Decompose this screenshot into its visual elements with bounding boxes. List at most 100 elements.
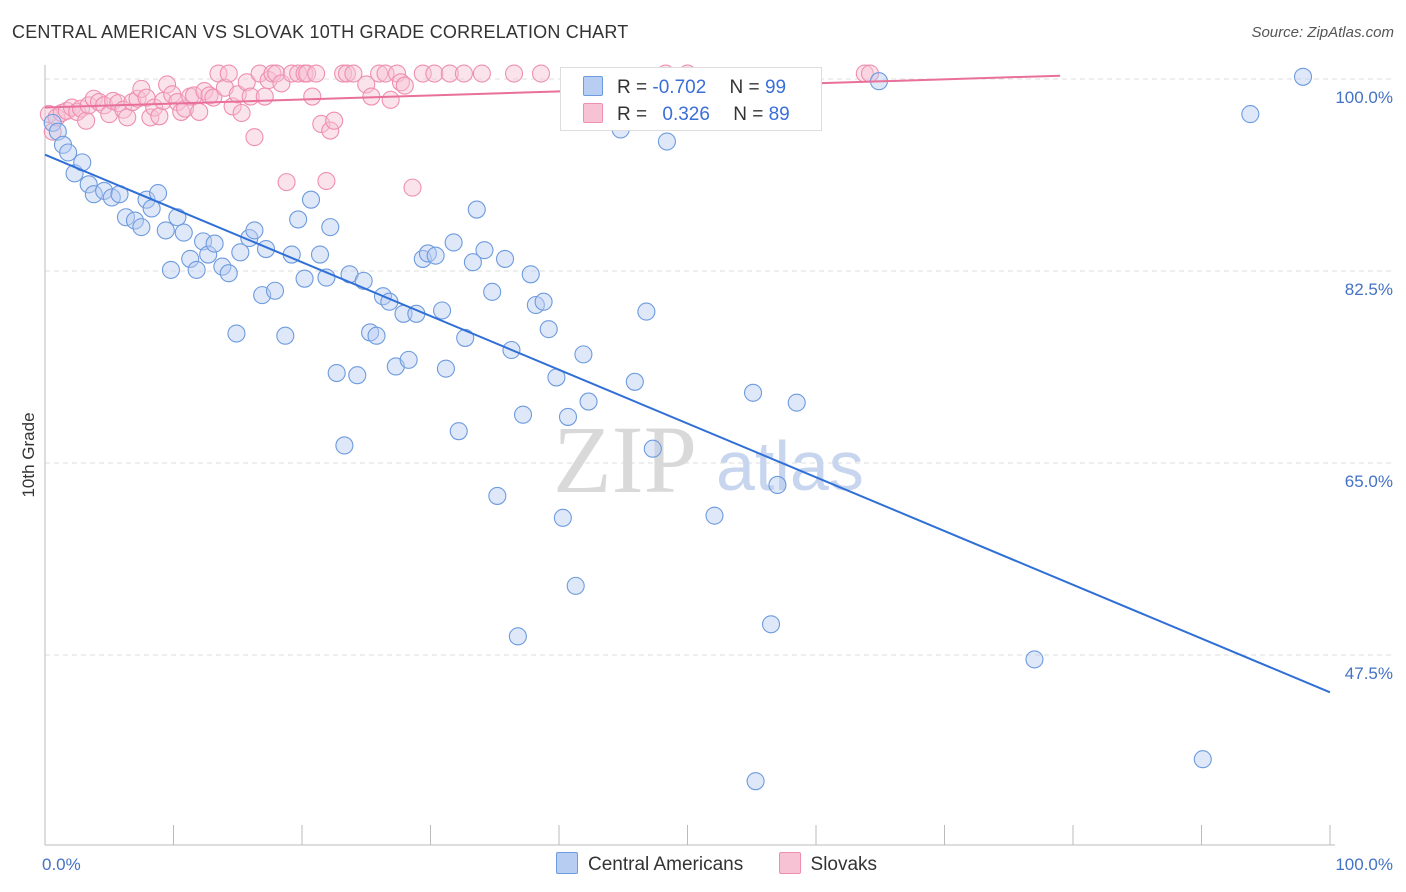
slovak-point: [77, 111, 96, 130]
central-american-point: [657, 132, 676, 151]
central-american-point: [705, 506, 724, 525]
slovak-point: [84, 89, 103, 108]
central-american-point: [168, 208, 187, 227]
chart-title: CENTRAL AMERICAN VS SLOVAK 10TH GRADE CO…: [12, 22, 629, 42]
central-american-point: [59, 143, 78, 162]
slovak-point: [357, 75, 376, 94]
central-american-point: [181, 249, 200, 268]
y-tick-label: 82.5%: [1345, 280, 1393, 299]
central-american-point: [79, 175, 98, 194]
slovak-point: [123, 92, 142, 112]
central-american-point: [1293, 67, 1313, 86]
legend-swatch-pink: [778, 852, 801, 874]
slovak-point: [132, 79, 151, 98]
y-tick-label: 65.0%: [1345, 472, 1393, 491]
central-american-point: [161, 260, 180, 279]
legend-row-slovaks: R = 0.326 N = 89: [583, 103, 790, 126]
central-american-point: [213, 257, 232, 276]
central-american-point: [433, 301, 452, 320]
legend-n-value: 89: [768, 104, 790, 125]
central-american-point: [508, 627, 527, 646]
slovak-point: [141, 108, 160, 127]
central-americans-points: [43, 67, 1313, 791]
y-tick-label: 100.0%: [1335, 88, 1393, 107]
central-american-point: [187, 260, 206, 279]
slovak-point: [321, 121, 340, 140]
central-american-point: [199, 245, 218, 264]
central-american-point: [174, 223, 193, 242]
legend-r-value: 0.326: [662, 104, 710, 125]
central-american-point: [1241, 105, 1260, 124]
central-american-point: [488, 486, 507, 505]
slovak-point: [403, 178, 422, 197]
central-american-point: [348, 366, 367, 385]
central-american-point: [558, 407, 578, 426]
central-american-point: [444, 233, 463, 252]
slovak-point: [454, 64, 473, 83]
legend-label: Slovaks: [810, 854, 878, 875]
legend-item-slovaks: Slovaks: [778, 852, 878, 876]
central-american-point: [787, 393, 806, 412]
legend-swatch-pink: [583, 103, 603, 123]
central-american-point: [566, 576, 585, 595]
slovak-point: [317, 171, 336, 191]
central-american-point: [265, 281, 285, 300]
slovak-point: [307, 64, 326, 83]
slovak-point: [282, 64, 301, 83]
central-american-point: [327, 363, 346, 383]
central-american-point: [1193, 750, 1212, 769]
gridlines: [45, 78, 1395, 656]
slovak-point: [334, 64, 353, 83]
legend-r-value: -0.702: [652, 77, 707, 98]
legend-swatch-blue: [583, 76, 603, 96]
series-legend: Central Americans Slovaks: [556, 852, 907, 876]
slovak-point: [158, 75, 177, 94]
x-tick-label: 0.0%: [42, 855, 81, 874]
central-american-point: [553, 508, 572, 527]
central-american-point: [43, 113, 62, 132]
central-american-point: [761, 615, 781, 634]
slovak-point: [255, 87, 274, 106]
legend-label: Central Americans: [588, 854, 744, 875]
axes: [44, 65, 1335, 846]
slovak-point: [344, 64, 363, 83]
central-american-point: [436, 359, 455, 378]
legend-r-label: R =: [617, 77, 648, 98]
slovak-point: [303, 87, 322, 106]
central-american-point: [156, 221, 175, 240]
slovak-point: [232, 103, 251, 123]
central-american-point: [574, 345, 593, 364]
central-american-point: [579, 392, 598, 411]
central-american-point: [367, 326, 386, 345]
slovak-point: [237, 73, 256, 92]
slovak-point: [118, 108, 137, 127]
slovak-point: [395, 76, 414, 95]
slovaks-trend-line: [44, 74, 1061, 109]
legend-r-label: R =: [617, 104, 648, 125]
central-american-point: [637, 302, 656, 321]
y-tick-label: 47.5%: [1345, 664, 1393, 683]
central-american-point: [768, 475, 787, 494]
slovak-point: [245, 128, 264, 147]
slovak-point: [531, 64, 551, 83]
slovak-point: [176, 99, 195, 118]
central-american-point: [132, 218, 151, 237]
slovak-point: [128, 89, 147, 108]
x-tick-labels: 0.0% 100.0%: [42, 855, 1393, 874]
slovak-point: [425, 64, 444, 83]
central-american-point: [245, 221, 264, 240]
legend-item-central-americans: Central Americans: [556, 852, 743, 876]
slovak-point: [370, 64, 389, 83]
central-american-point: [205, 234, 224, 253]
y-tick-labels: 100.0% 82.5% 65.0% 47.5%: [1335, 88, 1393, 683]
y-axis-label: 10th Grade: [19, 412, 38, 497]
central-american-point: [289, 210, 308, 229]
legend-n-label: N =: [733, 104, 764, 125]
central-american-point: [743, 383, 763, 402]
x-tick-label: 100.0%: [1335, 855, 1393, 874]
slovak-point: [185, 86, 204, 105]
watermark-zip: ZIP: [553, 406, 697, 513]
central-americans-trend-line: [44, 153, 1331, 694]
legend-n-label: N =: [729, 77, 760, 98]
